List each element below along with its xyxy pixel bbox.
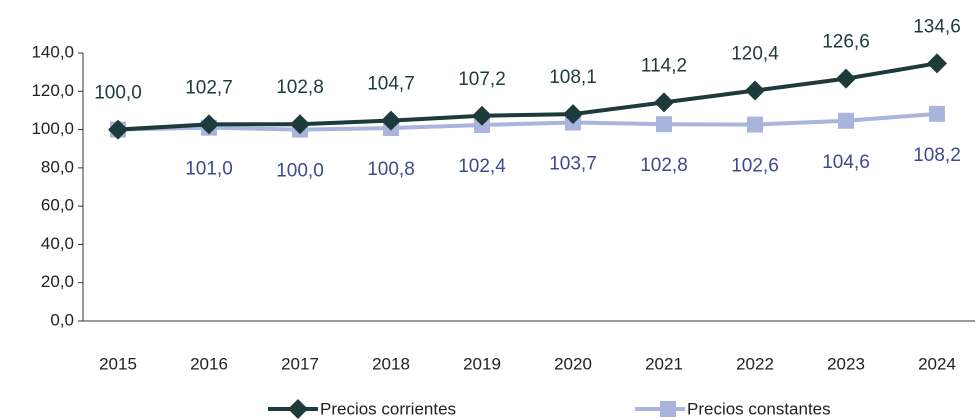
point-marker: [747, 116, 763, 133]
data-label: 108,2: [913, 145, 961, 166]
data-label: 100,0: [276, 161, 324, 182]
data-label: 100,8: [367, 159, 415, 180]
data-label: 104,6: [822, 152, 870, 173]
point-marker: [929, 105, 945, 122]
legend-marker: [660, 401, 676, 417]
data-label: 102,8: [276, 77, 324, 98]
data-label: 114,2: [641, 55, 687, 76]
series-line: [117, 111, 938, 132]
data-label: 126,6: [822, 32, 870, 53]
x-tick-label: 2020: [554, 354, 592, 373]
data-label: 100,0: [94, 83, 142, 104]
point-marker: [108, 119, 128, 140]
x-tick-label: 2016: [190, 354, 228, 373]
legend-marker: [288, 399, 308, 419]
legend-label: Precios corrientes: [320, 399, 456, 418]
data-label: 102,8: [640, 155, 688, 176]
data-label: 103,7: [549, 154, 597, 175]
y-tick-label: 20,0: [41, 272, 74, 291]
y-tick-label: 140,0: [31, 42, 74, 61]
point-marker: [836, 68, 856, 89]
y-tick-label: 80,0: [41, 157, 74, 176]
data-label: 104,7: [367, 74, 415, 95]
y-tick-label: 60,0: [41, 196, 74, 215]
data-label: 101,0: [185, 159, 233, 180]
x-tick-label: 2019: [463, 354, 501, 373]
y-tick-label: 100,0: [31, 119, 74, 138]
data-label: 120,4: [731, 44, 779, 65]
data-label: 134,6: [913, 16, 961, 37]
data-label: 102,4: [458, 156, 506, 177]
series-line: [117, 61, 938, 132]
x-tick-label: 2022: [736, 354, 774, 373]
x-tick-label: 2021: [645, 354, 683, 373]
data-label: 102,6: [731, 156, 779, 177]
point-marker: [838, 112, 854, 129]
y-tick-label: 120,0: [31, 81, 74, 100]
point-marker: [290, 114, 310, 135]
x-tick-label: 2018: [372, 354, 410, 373]
x-tick-label: 2015: [99, 354, 137, 373]
x-tick-label: 2017: [281, 354, 319, 373]
point-marker: [745, 80, 765, 101]
data-label: 107,2: [458, 69, 506, 90]
data-label: 102,7: [185, 77, 233, 98]
point-marker: [472, 105, 492, 126]
point-marker: [654, 92, 674, 113]
point-marker: [563, 104, 583, 125]
legend-label: Precios constantes: [687, 399, 831, 418]
x-tick-label: 2023: [827, 354, 865, 373]
point-marker: [199, 114, 219, 135]
y-tick-label: 40,0: [41, 234, 74, 253]
point-marker: [927, 53, 947, 74]
point-marker: [656, 116, 672, 133]
x-tick-label: 2024: [918, 354, 956, 373]
y-tick-label: 0,0: [50, 310, 74, 329]
point-marker: [381, 110, 401, 131]
data-label: 108,1: [549, 67, 597, 88]
